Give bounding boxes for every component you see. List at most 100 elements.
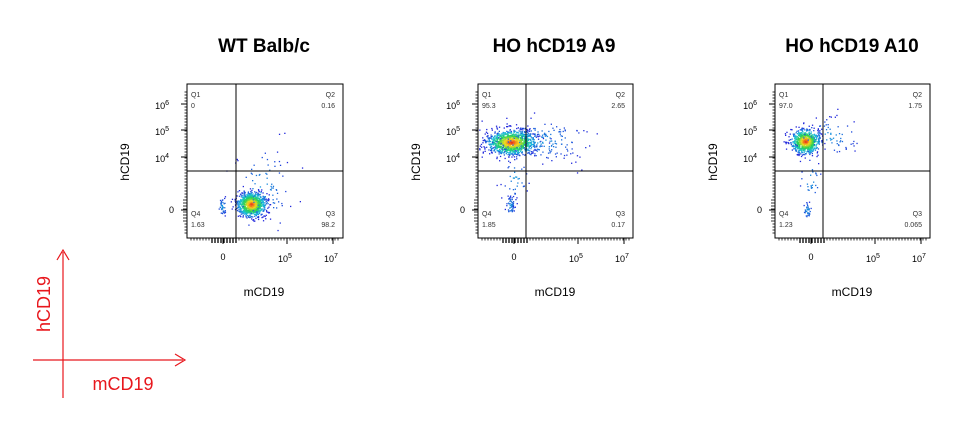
event-dot bbox=[560, 135, 562, 137]
event-dot bbox=[255, 196, 257, 198]
event-dot bbox=[276, 192, 279, 194]
event-dot bbox=[529, 145, 531, 147]
event-dot bbox=[799, 139, 801, 141]
event-dot bbox=[544, 132, 546, 134]
event-dot bbox=[269, 204, 272, 206]
event-dot bbox=[239, 206, 241, 208]
event-dot bbox=[513, 132, 515, 134]
event-dot bbox=[802, 141, 804, 143]
event-dot bbox=[222, 199, 224, 201]
event-dot bbox=[237, 204, 239, 206]
event-dot bbox=[832, 137, 835, 139]
event-dot bbox=[256, 205, 259, 207]
legend-y-label: hCD19 bbox=[34, 276, 54, 332]
event-dot bbox=[519, 142, 521, 144]
event-dot bbox=[516, 197, 518, 199]
event-dot bbox=[533, 112, 536, 114]
event-dot bbox=[514, 151, 516, 153]
event-dot bbox=[522, 139, 524, 141]
event-dot bbox=[809, 151, 811, 153]
event-dot bbox=[794, 136, 796, 138]
event-dot bbox=[496, 133, 498, 135]
event-dot bbox=[490, 149, 493, 152]
event-dot bbox=[248, 197, 250, 199]
event-dot bbox=[818, 137, 820, 139]
event-dot bbox=[512, 153, 514, 155]
event-dot bbox=[496, 134, 498, 136]
event-dot bbox=[259, 200, 261, 202]
event-dot bbox=[796, 143, 799, 145]
event-dot bbox=[516, 203, 518, 205]
event-dot bbox=[263, 196, 265, 198]
event-dot bbox=[258, 195, 260, 197]
event-dot bbox=[526, 137, 528, 139]
event-dot bbox=[805, 210, 807, 212]
event-dot bbox=[809, 153, 811, 156]
event-dot bbox=[807, 214, 809, 216]
event-dot bbox=[535, 146, 537, 148]
event-dot bbox=[507, 133, 509, 135]
event-dot bbox=[240, 208, 242, 210]
event-dot bbox=[542, 136, 544, 138]
event-dot bbox=[517, 132, 519, 134]
event-dot bbox=[811, 138, 813, 141]
event-dot bbox=[506, 126, 508, 128]
event-dot bbox=[495, 145, 498, 148]
event-dot bbox=[803, 145, 806, 147]
event-dot bbox=[530, 142, 532, 145]
event-dot bbox=[252, 210, 254, 212]
event-dot bbox=[519, 139, 522, 141]
event-dot bbox=[528, 133, 530, 135]
event-dot bbox=[519, 138, 522, 140]
quadrant-percent: 1.75 bbox=[908, 103, 922, 110]
event-dot bbox=[492, 141, 494, 144]
event-dot bbox=[813, 137, 815, 139]
event-dot bbox=[521, 139, 523, 141]
event-dot bbox=[499, 142, 502, 144]
event-dot bbox=[241, 211, 243, 213]
event-dot bbox=[818, 133, 820, 135]
event-dot bbox=[811, 139, 813, 141]
event-dot bbox=[505, 153, 507, 155]
event-dot bbox=[243, 211, 245, 213]
event-dot bbox=[530, 133, 532, 135]
event-dot bbox=[508, 147, 511, 149]
event-dot bbox=[253, 219, 255, 221]
event-dot bbox=[494, 140, 497, 143]
event-dot bbox=[507, 143, 509, 145]
event-dot bbox=[496, 127, 498, 129]
event-dot bbox=[789, 142, 792, 144]
event-dot bbox=[272, 202, 274, 204]
event-dot bbox=[521, 133, 524, 136]
event-dot bbox=[817, 135, 819, 137]
event-dot bbox=[237, 160, 239, 162]
event-dot bbox=[503, 144, 505, 146]
event-dot bbox=[489, 153, 491, 155]
event-dot bbox=[253, 211, 255, 214]
event-dot bbox=[266, 211, 268, 213]
event-dot bbox=[255, 174, 258, 177]
event-dot bbox=[576, 155, 579, 157]
event-dot bbox=[806, 203, 808, 205]
event-dot bbox=[238, 207, 240, 209]
event-dot bbox=[494, 136, 496, 138]
event-dot bbox=[254, 206, 256, 209]
event-dot bbox=[259, 202, 261, 204]
event-dot bbox=[510, 131, 513, 133]
event-dot bbox=[486, 146, 488, 148]
event-dot bbox=[520, 148, 523, 150]
event-dot bbox=[240, 194, 242, 196]
event-dot bbox=[516, 145, 518, 148]
panel-title: HO hCD19 A9 bbox=[493, 36, 616, 57]
event-dot bbox=[256, 208, 258, 210]
event-dot bbox=[516, 135, 518, 137]
event-dot bbox=[518, 143, 521, 146]
event-dot bbox=[253, 206, 255, 209]
event-dot bbox=[517, 136, 520, 138]
event-dot bbox=[850, 143, 852, 145]
event-dot bbox=[515, 137, 517, 139]
event-dot bbox=[532, 139, 535, 141]
event-dot bbox=[815, 172, 817, 174]
event-dot bbox=[802, 135, 804, 137]
event-dot bbox=[498, 133, 501, 135]
